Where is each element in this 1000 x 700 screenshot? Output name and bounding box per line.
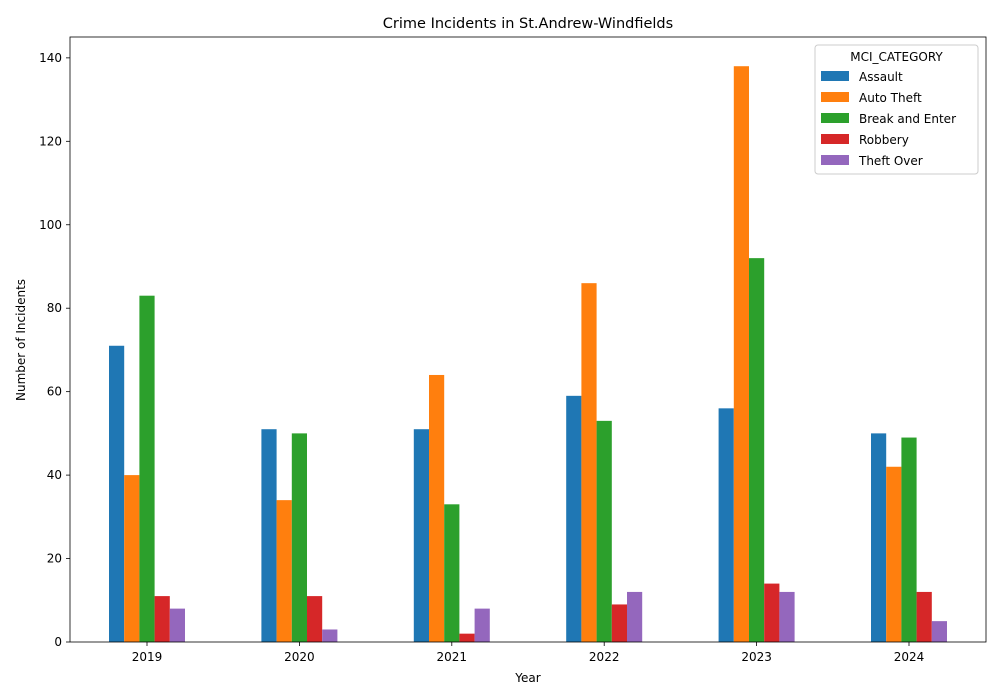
legend-title: MCI_CATEGORY <box>850 50 943 64</box>
legend-label-theft-over: Theft Over <box>858 154 923 168</box>
y-tick-label: 0 <box>54 635 62 649</box>
x-tick-label: 2022 <box>589 650 620 664</box>
legend-label-break-and-enter: Break and Enter <box>859 112 956 126</box>
legend-swatch-auto-theft <box>821 92 849 102</box>
legend-label-assault: Assault <box>859 70 903 84</box>
y-tick-label: 100 <box>39 218 62 232</box>
bar-robbery-2024 <box>916 591 932 642</box>
bar-auto-theft-2019 <box>124 475 140 642</box>
bar-auto-theft-2021 <box>429 374 445 642</box>
y-tick-label: 20 <box>47 552 62 566</box>
x-tick-label: 2024 <box>894 650 925 664</box>
legend-swatch-assault <box>821 71 849 81</box>
x-axis-label: Year <box>514 671 540 685</box>
bar-robbery-2022 <box>611 604 627 642</box>
bar-assault-2021 <box>413 429 429 642</box>
legend-label-auto-theft: Auto Theft <box>859 91 922 105</box>
y-tick-label: 80 <box>47 301 62 315</box>
legend-swatch-break-and-enter <box>821 113 849 123</box>
y-tick-label: 140 <box>39 51 62 65</box>
x-tick-label: 2021 <box>437 650 468 664</box>
bar-theft-over-2019 <box>169 608 185 642</box>
x-tick-label: 2020 <box>284 650 315 664</box>
bar-break-and-enter-2021 <box>444 504 460 642</box>
legend-swatch-theft-over <box>821 155 849 165</box>
plot-area: 0 20 40 60 80 100 120 140 2019 2020 2021 2022 2023 20… <box>39 36 987 664</box>
legend: MCI_CATEGORY Assault Auto Theft Break and E… <box>814 44 979 175</box>
bar-robbery-2020 <box>307 596 323 642</box>
bar-break-and-enter-2020 <box>291 433 307 642</box>
bar-assault-2024 <box>871 433 887 642</box>
bar-assault-2020 <box>261 429 277 642</box>
bar-auto-theft-2024 <box>886 466 902 642</box>
y-tick-label: 40 <box>47 468 62 482</box>
bar-theft-over-2020 <box>322 629 338 642</box>
bar-assault-2023 <box>718 408 734 642</box>
bar-auto-theft-2023 <box>733 66 749 642</box>
bar-theft-over-2022 <box>627 591 643 642</box>
x-tick-label: 2023 <box>741 650 772 664</box>
bar-auto-theft-2022 <box>581 283 597 642</box>
bar-theft-over-2021 <box>474 608 490 642</box>
bar-robbery-2021 <box>459 633 475 642</box>
bar-break-and-enter-2019 <box>139 295 155 642</box>
y-tick-label: 120 <box>39 134 62 148</box>
bar-theft-over-2024 <box>931 621 947 642</box>
plot-frame <box>69 36 987 643</box>
legend-label-robbery: Robbery <box>859 133 909 147</box>
bar-robbery-2023 <box>764 583 780 642</box>
y-tick-label: 60 <box>47 385 62 399</box>
x-tick-label: 2019 <box>132 650 163 664</box>
y-axis-label: Number of Incidents <box>14 279 28 401</box>
legend-box <box>814 44 979 175</box>
bar-break-and-enter-2022 <box>596 420 612 642</box>
bar-robbery-2019 <box>154 596 170 642</box>
bar-auto-theft-2020 <box>276 500 292 642</box>
bar-assault-2022 <box>566 395 582 642</box>
bar-assault-2019 <box>109 345 125 642</box>
bar-theft-over-2023 <box>779 591 795 642</box>
bar-break-and-enter-2024 <box>901 437 917 642</box>
legend-swatch-robbery <box>821 134 849 144</box>
chart-title: Crime Incidents in St.Andrew-Windfields <box>383 16 673 32</box>
bar-break-and-enter-2023 <box>749 258 765 642</box>
